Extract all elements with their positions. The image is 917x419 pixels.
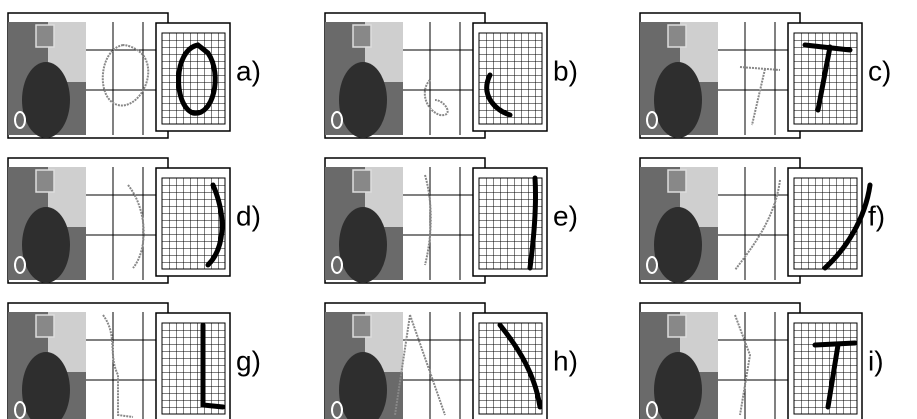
figure: a) b) c) d) e) f) g) h) i) [0, 0, 917, 419]
face-box [353, 25, 371, 47]
panel-label: d) [236, 200, 261, 231]
panel-label: h) [553, 345, 578, 376]
panel-label: a) [236, 55, 261, 86]
panel: f) [640, 158, 885, 283]
panel-label: c) [868, 55, 891, 86]
panel: d) [8, 158, 261, 283]
panel: b) [325, 13, 578, 138]
panel-label: g) [236, 345, 261, 376]
person-body [339, 62, 387, 138]
person-body [654, 207, 702, 283]
panel-label: i) [868, 345, 884, 376]
person-body [339, 207, 387, 283]
face-box [36, 315, 54, 337]
person-body [654, 62, 702, 138]
panel: g) [8, 303, 261, 419]
fine-grid [162, 323, 225, 414]
person-body [22, 62, 70, 138]
face-box [353, 315, 371, 337]
fine-grid [794, 323, 857, 414]
fine-grid [794, 178, 857, 269]
panel: e) [325, 158, 578, 283]
panel-label: e) [553, 200, 578, 231]
panel: c) [640, 13, 891, 138]
person-body [22, 207, 70, 283]
face-box [668, 25, 686, 47]
face-box [353, 170, 371, 192]
face-box [668, 170, 686, 192]
face-box [36, 170, 54, 192]
panel: h) [325, 303, 578, 419]
panel: i) [640, 303, 884, 419]
panel-label: f) [868, 200, 885, 231]
face-box [36, 25, 54, 47]
face-box [668, 315, 686, 337]
panel: a) [8, 13, 261, 138]
panel-label: b) [553, 55, 578, 86]
